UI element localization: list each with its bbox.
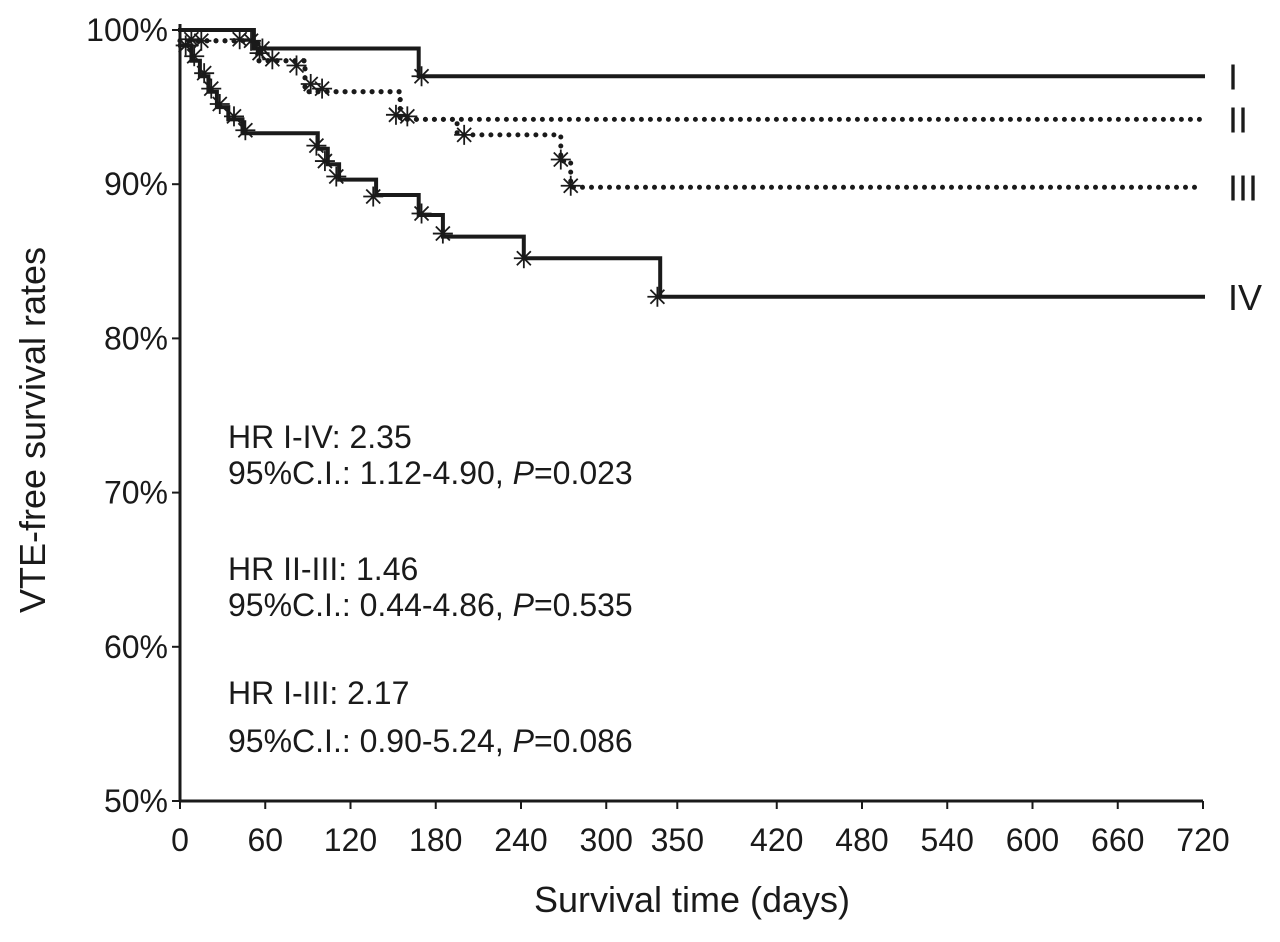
censor-mark: [184, 46, 205, 67]
series-line: [178, 43, 1205, 299]
ticks: 0 60 120 180 240 300 350 420 480 540 600 660 720 50% 6…: [86, 12, 1230, 858]
censor-mark: [223, 106, 244, 127]
annotation-line: HR I-III: 2.17: [228, 675, 409, 711]
x-tick-label: 480: [835, 822, 888, 858]
y-tick-label: 100%: [86, 12, 168, 48]
curve-label-ii: II: [1228, 99, 1248, 140]
x-tick-label: 0: [171, 822, 189, 858]
series-iv: [175, 35, 1205, 307]
y-tick-label: 60%: [104, 629, 168, 665]
censor-mark: [286, 55, 307, 76]
censor-mark: [550, 149, 571, 170]
censor-mark: [560, 175, 581, 196]
series-line: [178, 28, 1205, 79]
x-tick-label: 720: [1176, 822, 1229, 858]
curve-label-i: I: [1228, 56, 1238, 97]
censor-mark: [235, 120, 256, 141]
curve-label-iv: IV: [1228, 277, 1262, 318]
annotation-line: HR II-III: 1.46: [228, 551, 418, 587]
y-tick-label: 90%: [104, 166, 168, 202]
series-line: [177, 38, 1206, 122]
x-tick-label: 660: [1091, 822, 1144, 858]
series-i: [178, 28, 1205, 87]
x-tick-label: 350: [651, 822, 704, 858]
x-tick-label: 540: [921, 822, 974, 858]
censor-mark: [363, 186, 384, 207]
y-tick-label: 50%: [104, 783, 168, 819]
y-tick-label: 70%: [104, 475, 168, 511]
series-line: [177, 38, 1206, 190]
censor-mark: [411, 203, 432, 224]
x-tick-label: 180: [409, 822, 462, 858]
y-tick-label: 80%: [104, 320, 168, 356]
x-tick-label: 60: [247, 822, 283, 858]
hr-annotation-3: HR I-III: 2.17 95%C.I.: 0.90-5.24, P=0.08…: [228, 675, 633, 759]
x-tick-label: 600: [1006, 822, 1059, 858]
censor-mark: [513, 248, 534, 269]
censor-mark: [262, 49, 283, 70]
annotation-line: 95%C.I.: 0.90-5.24, P=0.086: [228, 723, 633, 759]
x-tick-label: 120: [324, 822, 377, 858]
censor-mark: [306, 135, 327, 156]
annotation-line: 95%C.I.: 1.12-4.90, P=0.023: [228, 455, 633, 491]
x-tick-label: 300: [580, 822, 633, 858]
censor-mark: [194, 63, 215, 84]
censor-mark: [454, 124, 475, 145]
censor-mark: [312, 78, 333, 99]
censor-mark: [411, 66, 432, 87]
x-axis-title: Survival time (days): [534, 879, 850, 920]
censor-mark: [314, 151, 335, 172]
censor-mark: [201, 78, 222, 99]
series-iii: [177, 38, 1206, 196]
series-layer: [175, 28, 1206, 307]
censor-mark: [209, 94, 230, 115]
censor-mark: [175, 35, 196, 56]
annotation-line: 95%C.I.: 0.44-4.86, P=0.535: [228, 587, 633, 623]
censor-mark: [326, 166, 347, 187]
x-tick-label: 420: [750, 822, 803, 858]
y-axis-title: VTE-free survival rates: [12, 247, 53, 613]
censor-mark: [432, 223, 453, 244]
x-tick-label: 240: [494, 822, 547, 858]
curve-label-iii: III: [1228, 167, 1258, 208]
annotation-line: HR I-IV: 2.35: [228, 419, 412, 455]
censor-mark: [647, 286, 668, 307]
